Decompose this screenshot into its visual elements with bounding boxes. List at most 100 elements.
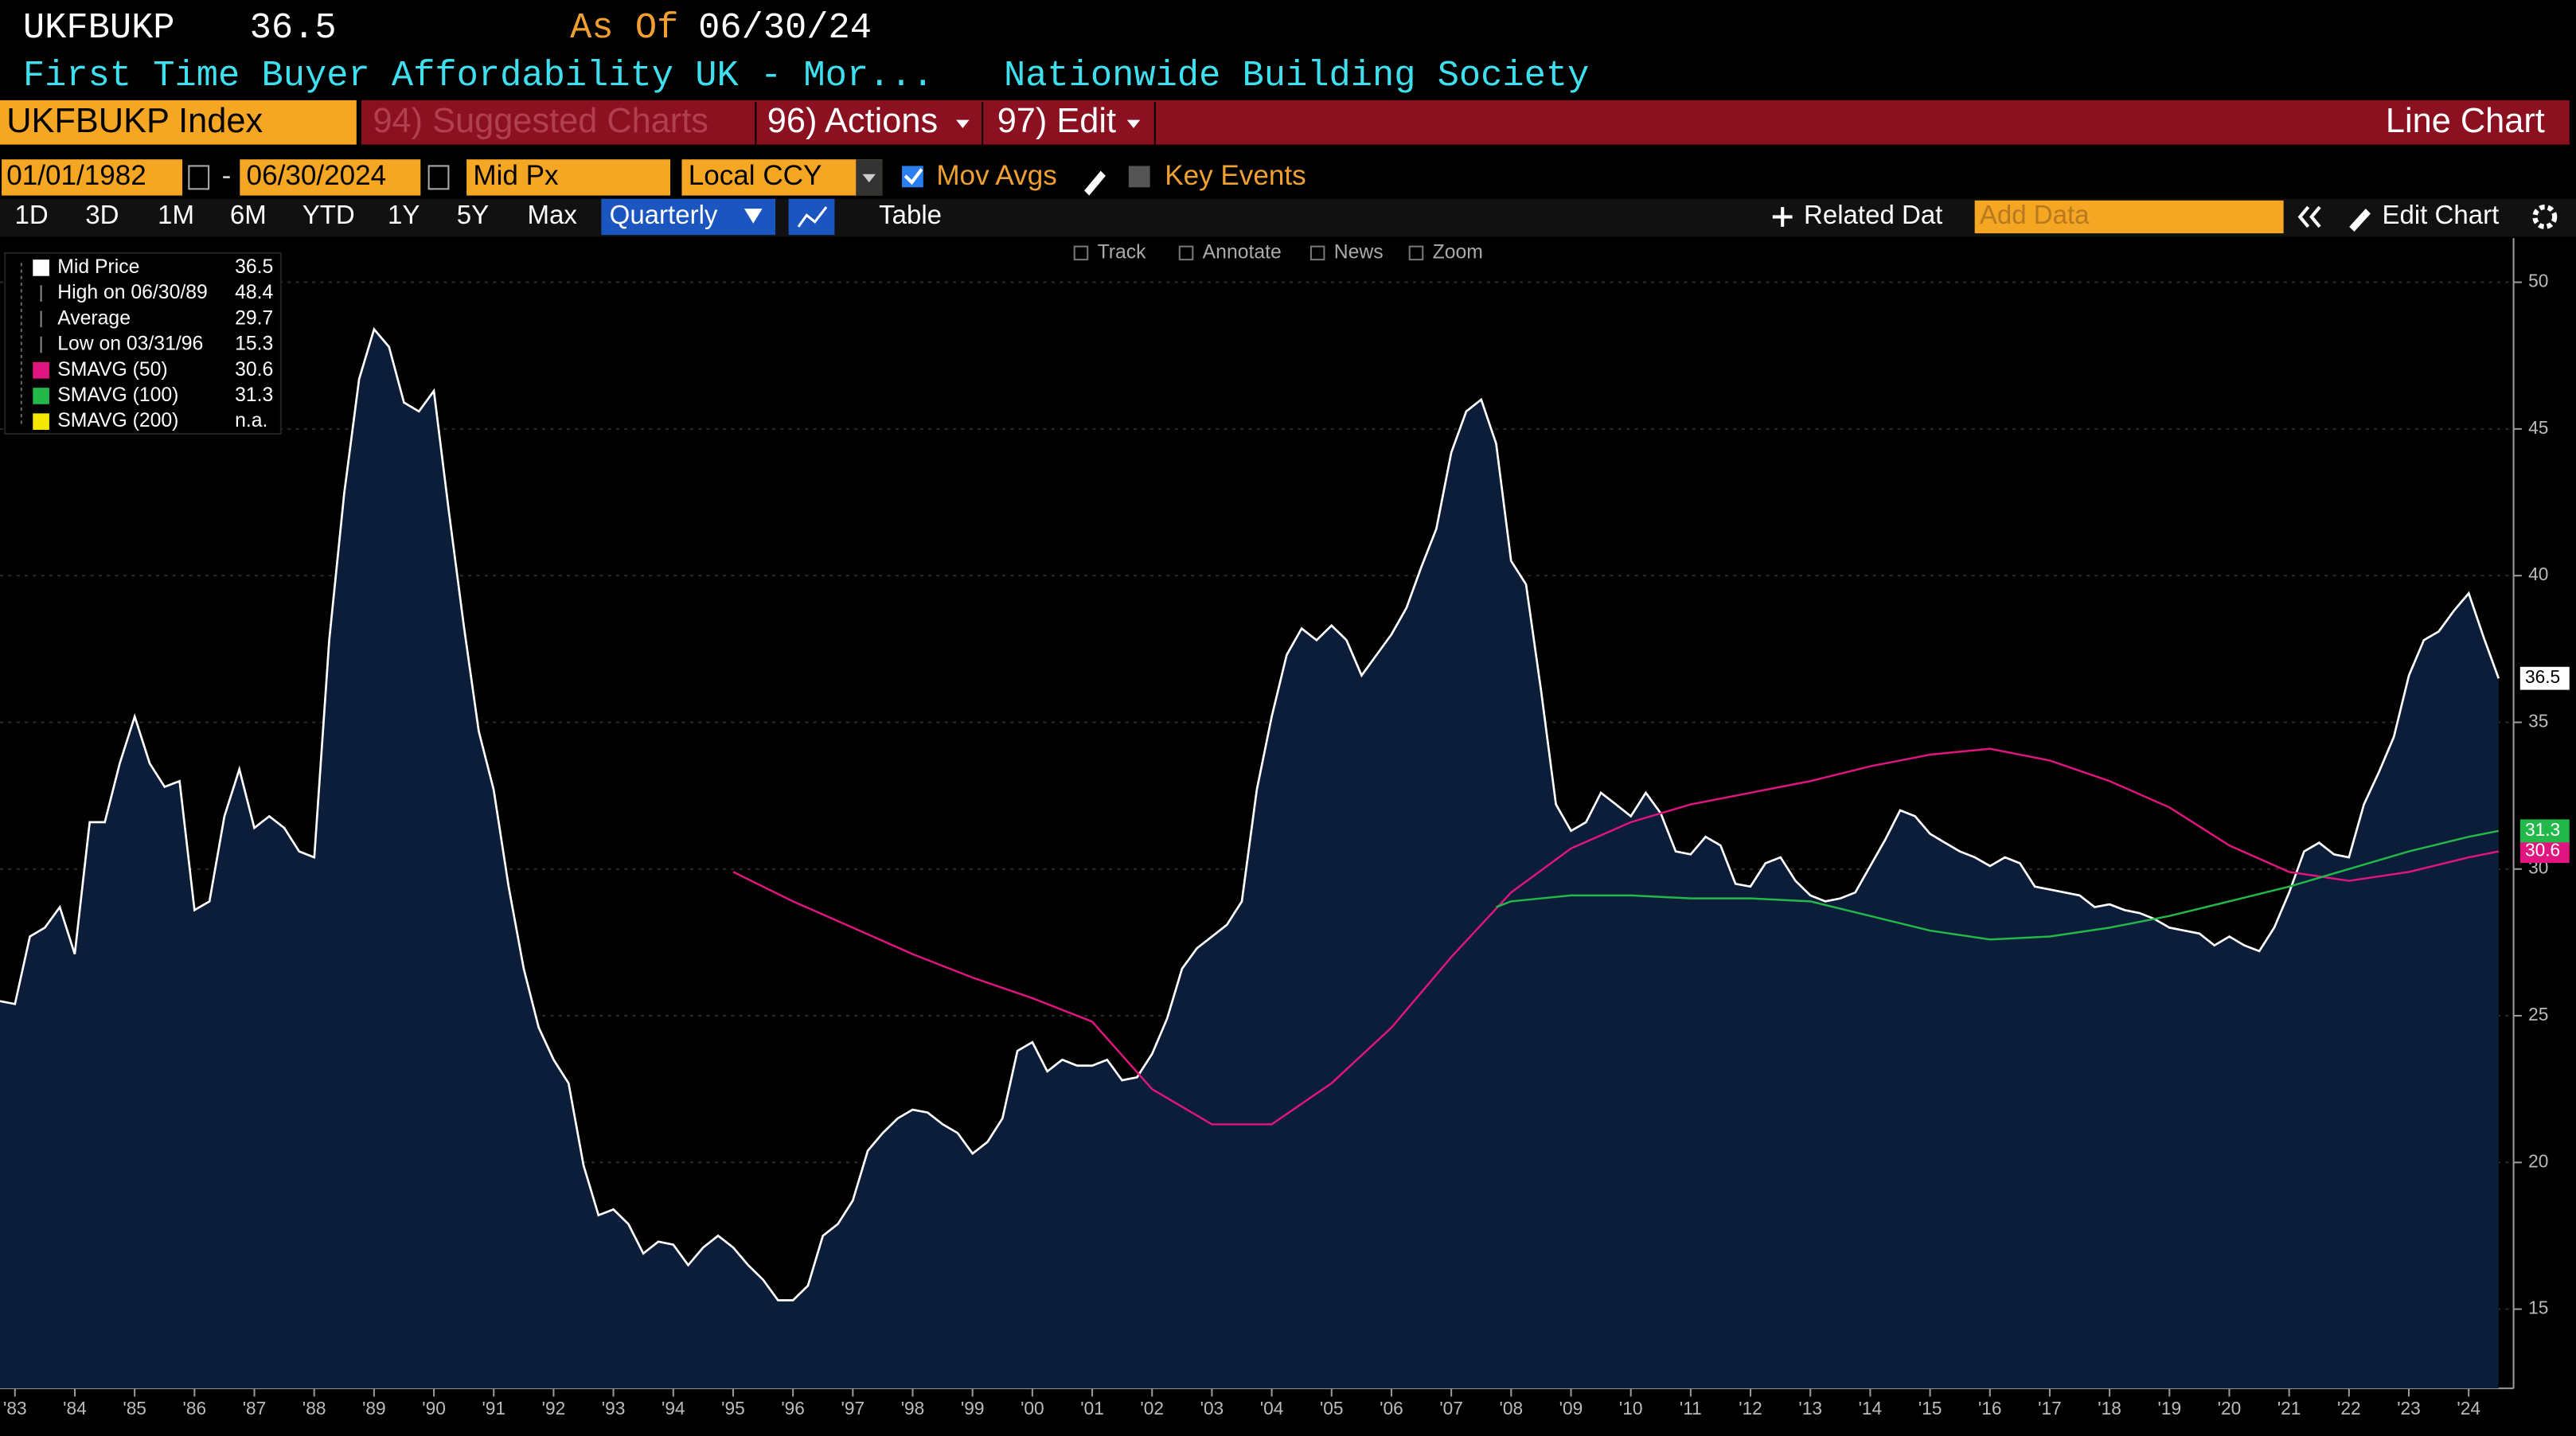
x-tick-label: '06 [1380, 1398, 1403, 1418]
y-tick-label: 40 [2528, 564, 2548, 584]
x-tick-label: '91 [482, 1398, 505, 1418]
x-tick-label: '87 [243, 1398, 267, 1418]
legend-value: 36.5 [235, 256, 273, 278]
end-date-box[interactable] [240, 159, 421, 196]
legend-value: 29.7 [235, 307, 273, 329]
chart-style-button[interactable] [788, 198, 835, 236]
frequency[interactable]: Quarterly [610, 200, 718, 229]
security-box[interactable] [0, 100, 357, 145]
key-events[interactable]: Key Events [1165, 160, 1306, 191]
mov-avgs[interactable]: Mov Avgs [936, 160, 1056, 191]
range-button[interactable]: 6M [230, 200, 267, 229]
price: 36.5 [250, 7, 337, 49]
check [904, 168, 923, 185]
chart-type[interactable]: Line Chart [2386, 102, 2545, 140]
start-date[interactable]: 01/01/1982 [6, 160, 146, 191]
x-tick-label: '84 [63, 1398, 87, 1418]
x-tick-label: '09 [1559, 1398, 1583, 1418]
frequency-box[interactable] [601, 198, 776, 236]
description: First Time Buyer Affordability UK - Mor.… [23, 55, 934, 96]
x-tick-label: '17 [2038, 1398, 2062, 1418]
x-tick-label: '90 [422, 1398, 446, 1418]
legend-label: Low on 03/31/96 [57, 334, 203, 355]
line [0, 326, 2500, 1301]
start-date-box[interactable] [2, 159, 183, 196]
x-tick-label: '10 [1619, 1398, 1643, 1418]
chart-tool[interactable]: Annotate [1203, 241, 1282, 263]
x-tick-label: '05 [1320, 1398, 1344, 1418]
area [0, 329, 2499, 1389]
legend-label: SMAVG (50) [57, 359, 167, 380]
x-tick-label: '22 [2337, 1398, 2361, 1418]
field-box[interactable] [466, 159, 671, 196]
dropdown-arrow [956, 119, 970, 128]
x-tick-label: '95 [721, 1398, 745, 1418]
range-button[interactable]: 1M [158, 200, 194, 229]
x-tick-label: '93 [602, 1398, 626, 1418]
last-value-box [2519, 819, 2570, 843]
legend-value: 30.6 [235, 359, 273, 380]
suggested-charts[interactable]: 94) Suggested Charts [373, 102, 708, 140]
chart-tool[interactable]: News [1334, 241, 1384, 263]
range-button[interactable]: YTD [302, 200, 355, 229]
currency-box[interactable] [681, 159, 883, 196]
range-button[interactable]: 1D [15, 200, 49, 229]
legend-label: Mid Price [57, 256, 139, 278]
chart-tool[interactable]: Zoom [1433, 241, 1483, 263]
menu-bar [361, 100, 2570, 145]
x-tick-label: '88 [302, 1398, 326, 1418]
settings-icon[interactable] [2532, 204, 2558, 229]
legend-box [4, 252, 282, 435]
chart-tool[interactable]: Track [1098, 241, 1147, 263]
range-button[interactable]: 1Y [388, 200, 420, 229]
calendar-icon[interactable] [188, 165, 210, 190]
tool-icon [1309, 245, 1325, 261]
x-tick-label: '24 [2457, 1398, 2480, 1418]
x-tick-label: '86 [183, 1398, 207, 1418]
edit[interactable]: 97) Edit [997, 102, 1116, 140]
field[interactable]: Mid Px [473, 160, 559, 191]
as-of-date: 06/30/24 [698, 7, 872, 49]
edit-chart[interactable]: Edit Chart [2382, 200, 2499, 229]
range-button[interactable]: 3D [85, 200, 119, 229]
x-tick-label: '20 [2218, 1398, 2242, 1418]
y-tick-label: 45 [2528, 417, 2548, 438]
x-tick-label: '92 [542, 1398, 566, 1418]
last-value: 36.5 [2525, 666, 2560, 687]
range-button[interactable]: 5Y [457, 200, 489, 229]
add-data[interactable]: Add Data [1980, 200, 2090, 229]
y-tick-label: 20 [2528, 1150, 2548, 1171]
x-tick-label: '16 [1978, 1398, 2002, 1418]
x-tick-label: '19 [2158, 1398, 2182, 1418]
collapse-icon[interactable] [2297, 205, 2321, 228]
security[interactable]: UKFBUKP Index [6, 102, 263, 140]
key-events-checkbox[interactable] [1128, 166, 1150, 188]
related-data[interactable]: Related Dat [1804, 200, 1942, 229]
legend-value: n.a. [235, 410, 267, 431]
ticker: UKFBUKP [23, 7, 175, 49]
x-tick-label: '83 [3, 1398, 27, 1418]
actions[interactable]: 96) Actions [767, 102, 938, 140]
chart-tools: Track Annotate News Zoom [1073, 241, 1483, 263]
legend-value: 15.3 [235, 334, 273, 355]
y-tick-label: 15 [2528, 1297, 2548, 1318]
x-tick-label: '04 [1260, 1398, 1284, 1418]
currency[interactable]: Local CCY [689, 160, 822, 191]
x-tick-label: '97 [841, 1398, 865, 1418]
y-tick-label: 25 [2528, 1004, 2548, 1024]
calendar-icon[interactable] [427, 165, 450, 190]
range-button[interactable]: Max [527, 200, 577, 229]
as-of-label: As Of [570, 7, 678, 49]
tool-icon [1408, 245, 1424, 261]
y-tick-label: 50 [2528, 271, 2548, 291]
end-date[interactable]: 06/30/2024 [247, 160, 387, 191]
table[interactable]: Table [879, 200, 942, 229]
legend-label: High on 06/30/89 [57, 282, 208, 303]
pencil-icon[interactable] [1084, 170, 1106, 196]
add-data-box[interactable] [1974, 200, 2284, 234]
legend-swatch [33, 388, 49, 404]
dropdown-arrow [862, 174, 876, 183]
tool-icon [1073, 245, 1089, 261]
x-tick-label: '18 [2098, 1398, 2121, 1418]
